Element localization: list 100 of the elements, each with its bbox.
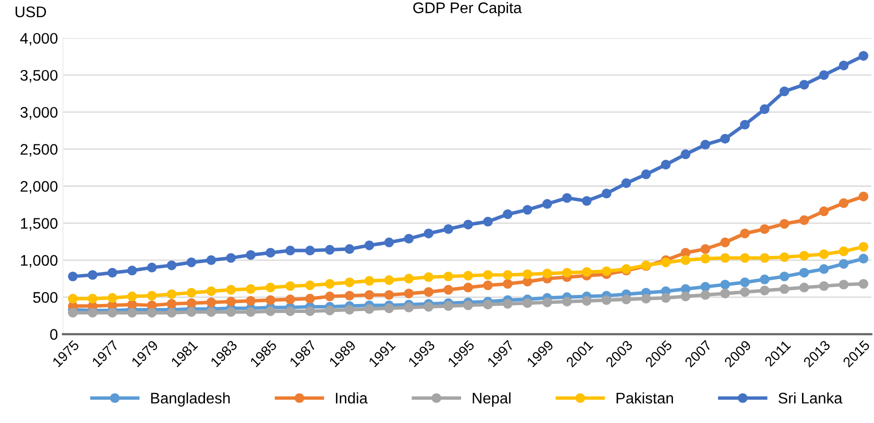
point	[384, 275, 394, 285]
point	[819, 264, 829, 274]
point	[88, 308, 98, 318]
point	[799, 268, 810, 278]
point	[226, 307, 236, 317]
y-tick-label: 3,500	[20, 70, 58, 83]
point	[740, 287, 750, 297]
point	[404, 274, 414, 284]
point	[127, 292, 137, 302]
point	[740, 277, 750, 288]
point	[266, 306, 276, 316]
point	[621, 178, 632, 188]
point	[463, 270, 474, 281]
point	[542, 297, 552, 308]
point	[166, 260, 177, 270]
point	[186, 288, 196, 298]
point	[858, 192, 868, 202]
point	[700, 140, 710, 150]
point	[444, 301, 454, 311]
point	[384, 290, 394, 300]
point	[562, 268, 572, 278]
point	[324, 306, 335, 316]
point	[602, 295, 612, 305]
point	[760, 274, 770, 284]
point	[780, 252, 790, 262]
point	[266, 248, 276, 258]
point	[780, 284, 790, 294]
point	[463, 220, 474, 230]
point	[364, 304, 374, 314]
point	[562, 296, 572, 306]
point	[838, 60, 849, 70]
point	[858, 278, 868, 289]
point	[404, 234, 414, 244]
point	[799, 80, 810, 90]
point	[641, 169, 651, 180]
point	[88, 270, 98, 280]
legend-label: Nepal	[472, 392, 510, 407]
y-tick-label: 1,500	[21, 218, 58, 231]
point	[186, 258, 196, 268]
point	[285, 294, 296, 304]
point	[582, 267, 592, 277]
point	[344, 277, 354, 288]
legend-label: Pakistan	[616, 392, 673, 404]
point	[344, 244, 354, 254]
point	[760, 286, 770, 296]
point	[226, 253, 236, 263]
legend-label: India	[336, 392, 368, 404]
y-tick-label: 3,000	[20, 106, 58, 120]
point	[780, 272, 790, 282]
y-tick-label: 0	[50, 329, 58, 340]
point	[700, 282, 710, 292]
point	[819, 206, 829, 216]
point	[384, 303, 394, 314]
point	[602, 188, 612, 198]
point	[819, 249, 829, 260]
point	[858, 50, 868, 61]
point	[424, 302, 434, 312]
point	[285, 306, 296, 316]
point	[680, 255, 690, 266]
point	[364, 240, 374, 250]
point	[246, 307, 256, 317]
point	[424, 272, 434, 282]
point	[502, 270, 513, 280]
point	[324, 292, 335, 302]
point	[246, 250, 256, 260]
point	[364, 290, 374, 300]
point	[424, 228, 434, 238]
point	[147, 290, 157, 301]
point	[206, 286, 216, 296]
point	[542, 199, 552, 209]
point	[838, 258, 849, 269]
point	[226, 296, 236, 306]
point	[838, 246, 849, 256]
point	[799, 215, 810, 226]
point	[582, 196, 592, 206]
point	[720, 288, 730, 298]
chart-title: GDP Per Capita	[413, 2, 522, 16]
point	[740, 253, 750, 263]
point	[166, 289, 177, 300]
point	[700, 290, 710, 300]
point	[344, 290, 354, 301]
point	[858, 254, 868, 264]
point	[799, 250, 810, 261]
point	[819, 70, 829, 80]
point	[483, 216, 493, 227]
point	[838, 198, 849, 208]
point	[483, 300, 493, 310]
point	[305, 280, 315, 290]
point	[107, 293, 118, 303]
point	[562, 193, 572, 203]
y-tick-label: 1,000	[21, 255, 58, 268]
y-tick-label: 500	[33, 292, 58, 303]
point	[780, 219, 790, 229]
point	[305, 246, 315, 256]
point	[404, 288, 414, 298]
point	[186, 298, 196, 308]
point	[700, 254, 710, 264]
point	[444, 224, 454, 234]
point	[680, 292, 690, 302]
point	[522, 204, 532, 215]
